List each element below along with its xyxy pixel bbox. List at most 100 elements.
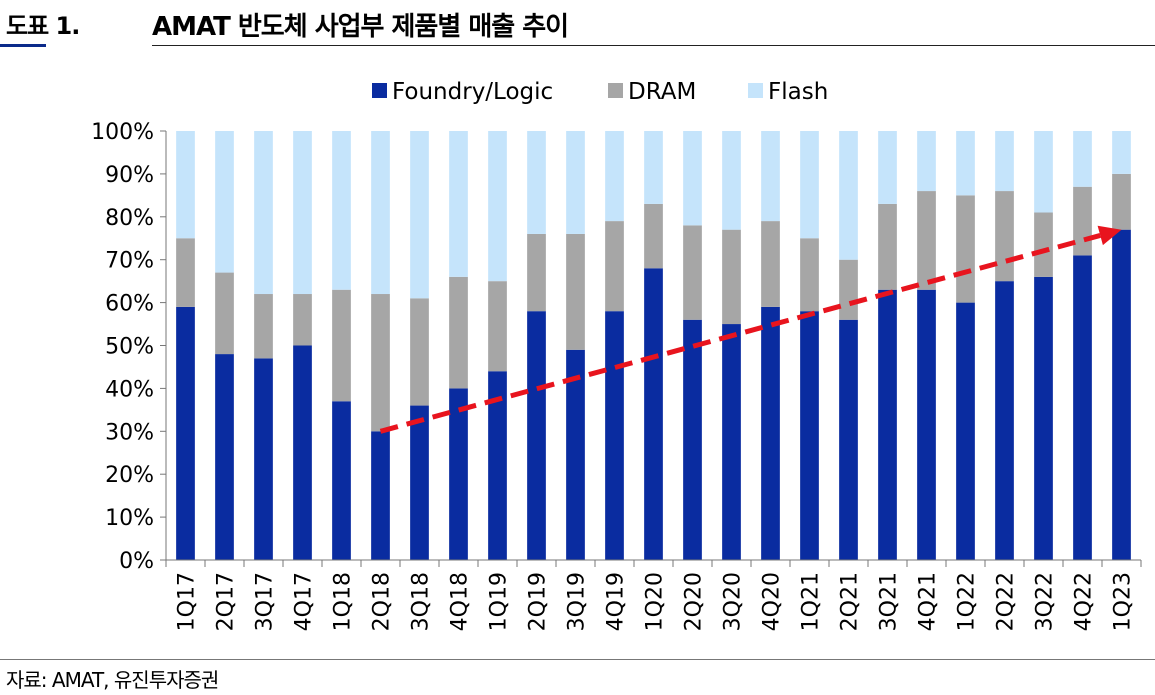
source-note: 자료: AMAT, 유진투자증권 xyxy=(6,668,219,692)
bar-segment-foundry-logic-2q17 xyxy=(215,354,234,560)
bar-segment-foundry-logic-3q18 xyxy=(410,405,429,560)
bar-segment-flash-4q22 xyxy=(1073,131,1092,187)
figure-header: 도표 1. AMAT 반도체 사업부 제품별 매출 추이 xyxy=(0,0,1155,47)
bars-group xyxy=(176,131,1131,561)
bar-segment-foundry-logic-3q22 xyxy=(1034,276,1053,560)
x-tick-label: 2Q20 xyxy=(682,572,707,631)
bar-segment-flash-3q19 xyxy=(566,131,585,234)
bar-segment-dram-2q17 xyxy=(215,272,234,355)
footer-rule xyxy=(0,659,1155,660)
x-tick-label: 4Q20 xyxy=(760,572,785,631)
bar-segment-dram-2q18 xyxy=(371,294,390,432)
bar-segment-dram-3q19 xyxy=(566,233,585,350)
bar-segment-flash-1q17 xyxy=(176,131,195,239)
y-tick-label: 40% xyxy=(105,377,154,402)
bar-segment-dram-2q20 xyxy=(683,225,702,320)
bar-segment-foundry-logic-3q20 xyxy=(722,324,741,560)
bar-segment-flash-3q17 xyxy=(254,131,273,295)
legend-swatch-dram xyxy=(608,83,623,98)
x-tick-label: 3Q18 xyxy=(409,572,434,631)
figure-label: 도표 1. xyxy=(6,12,80,40)
bar-segment-flash-2q22 xyxy=(995,131,1014,192)
x-tick-label: 1Q23 xyxy=(1111,572,1136,631)
x-tick-label: 3Q20 xyxy=(721,572,746,631)
bar-segment-flash-1q19 xyxy=(488,131,507,282)
bar-segment-foundry-logic-4q19 xyxy=(605,311,624,560)
bar-segment-dram-3q20 xyxy=(722,229,741,325)
bar-segment-flash-4q17 xyxy=(293,131,312,295)
legend-swatch-foundry-logic xyxy=(372,83,387,98)
x-tick-label: 1Q21 xyxy=(799,572,824,631)
bar-segment-foundry-logic-4q22 xyxy=(1073,255,1092,560)
x-tick-label: 2Q18 xyxy=(370,572,395,631)
legend-label: DRAM xyxy=(628,79,696,105)
x-tick-label: 1Q18 xyxy=(331,572,356,631)
bar-segment-foundry-logic-1q22 xyxy=(956,302,975,560)
bar-segment-flash-4q18 xyxy=(449,131,468,277)
bar-segment-dram-3q21 xyxy=(878,203,897,290)
bar-segment-foundry-logic-3q19 xyxy=(566,349,585,560)
bar-segment-dram-1q23 xyxy=(1112,173,1131,230)
legend-label: Foundry/Logic xyxy=(392,79,553,105)
bar-segment-foundry-logic-1q20 xyxy=(644,268,663,560)
y-tick-label: 20% xyxy=(105,463,154,488)
y-tick-label: 30% xyxy=(105,420,154,445)
bar-segment-dram-2q21 xyxy=(839,259,858,320)
bar-segment-flash-3q20 xyxy=(722,131,741,230)
bar-segment-dram-1q21 xyxy=(800,238,819,312)
x-tick-label: 4Q19 xyxy=(604,572,629,631)
x-tick-label: 3Q22 xyxy=(1033,572,1058,631)
stacked-bar-chart: Foundry/Logic DRAM Flash 0% 10% 20% 30% 40% 50%… xyxy=(91,79,1142,631)
bar-segment-dram-4q18 xyxy=(449,276,468,389)
bar-segment-flash-4q19 xyxy=(605,131,624,222)
bar-segment-dram-1q20 xyxy=(644,203,663,269)
x-tick-label: 1Q17 xyxy=(175,572,200,631)
y-tick-label: 60% xyxy=(105,292,154,317)
bar-segment-dram-3q22 xyxy=(1034,212,1053,277)
bar-segment-dram-1q19 xyxy=(488,281,507,372)
bar-segment-foundry-logic-4q17 xyxy=(293,345,312,560)
bar-segment-foundry-logic-2q20 xyxy=(683,319,702,560)
trend-arrow-line xyxy=(379,233,1101,434)
bar-segment-flash-4q21 xyxy=(917,131,936,192)
bar-segment-dram-4q21 xyxy=(917,191,936,290)
bar-segment-flash-3q22 xyxy=(1034,131,1053,213)
header-rule-left xyxy=(0,44,46,47)
y-tick-label: 10% xyxy=(105,506,154,531)
bar-segment-dram-1q22 xyxy=(956,195,975,303)
legend-label: Flash xyxy=(768,79,828,105)
bar-segment-foundry-logic-4q18 xyxy=(449,388,468,560)
bar-segment-flash-2q18 xyxy=(371,131,390,295)
bar-segment-flash-3q18 xyxy=(410,131,429,299)
trend-arrow-group xyxy=(379,225,1122,434)
bar-segment-flash-1q20 xyxy=(644,131,663,204)
bar-segment-foundry-logic-2q19 xyxy=(527,311,546,560)
x-tick-label: 2Q17 xyxy=(214,572,239,631)
x-tick-label: 1Q19 xyxy=(487,572,512,631)
bar-segment-foundry-logic-1q17 xyxy=(176,306,195,560)
y-tick-label: 100% xyxy=(91,120,154,145)
bar-segment-flash-1q22 xyxy=(956,131,975,196)
legend-swatch-flash xyxy=(748,83,763,98)
bar-segment-dram-3q18 xyxy=(410,298,429,406)
x-tick-label: 2Q19 xyxy=(526,572,551,631)
bar-segment-foundry-logic-2q21 xyxy=(839,319,858,560)
x-tick-label: 4Q17 xyxy=(292,572,317,631)
x-tick-label: 3Q17 xyxy=(253,572,278,631)
x-tick-label: 4Q22 xyxy=(1072,572,1097,631)
trend-arrow-head xyxy=(1097,225,1122,246)
bar-segment-foundry-logic-4q21 xyxy=(917,289,936,560)
bar-segment-dram-4q22 xyxy=(1073,186,1092,256)
y-tick-label: 50% xyxy=(105,335,154,360)
bar-segment-dram-1q17 xyxy=(176,238,195,307)
bar-segment-foundry-logic-4q20 xyxy=(761,306,780,560)
bar-segment-foundry-logic-3q21 xyxy=(878,289,897,560)
bar-segment-foundry-logic-1q19 xyxy=(488,371,507,560)
bar-segment-dram-3q17 xyxy=(254,294,273,359)
bar-segment-foundry-logic-3q17 xyxy=(254,358,273,560)
figure-title: AMAT 반도체 사업부 제품별 매출 추이 xyxy=(152,12,569,42)
x-tick-label: 4Q18 xyxy=(448,572,473,631)
bar-segment-flash-2q21 xyxy=(839,131,858,260)
bar-segment-foundry-logic-2q18 xyxy=(371,431,390,560)
y-tick-label: 90% xyxy=(105,163,154,188)
